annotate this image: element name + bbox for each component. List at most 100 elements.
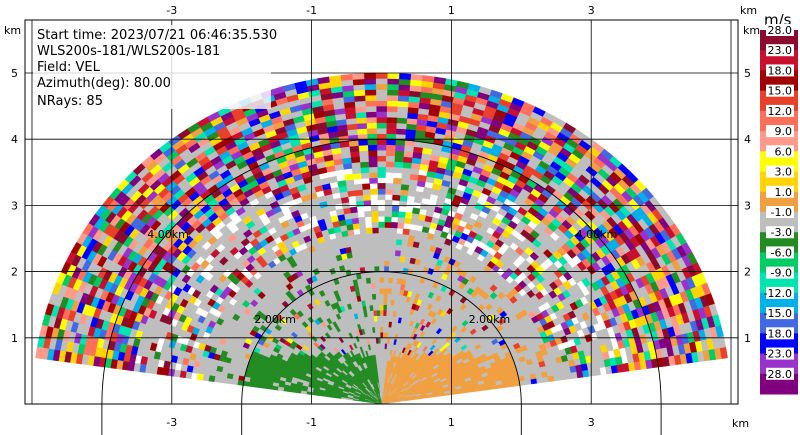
radar-gate-cell <box>390 232 397 240</box>
radar-gate-cell <box>383 249 390 256</box>
radar-gate-cell <box>397 89 410 97</box>
colorbar-label: 9.0 <box>775 125 793 138</box>
radar-gate-cell <box>355 117 367 124</box>
radar-gate-cell <box>383 293 388 300</box>
radar-gate-cell <box>399 255 406 263</box>
radar-gate-cell <box>371 221 379 228</box>
radar-gate-cell <box>387 282 393 289</box>
y-tick-label-left: 2 <box>11 266 18 279</box>
radar-gate-cell <box>376 111 387 118</box>
radar-gate-cell <box>382 321 387 328</box>
radar-gate-cell <box>365 116 377 124</box>
radar-gate-cell <box>370 210 379 217</box>
radar-gate-cell <box>401 239 409 247</box>
radar-gate-cell <box>376 127 387 134</box>
radar-gate-cell <box>379 332 384 338</box>
radar-gate-cell <box>375 298 380 306</box>
y-tick-label-right: 5 <box>744 67 751 80</box>
radar-gate-cell <box>367 144 378 151</box>
radar-gate-cell <box>384 221 392 228</box>
radar-gate-cell <box>364 89 377 96</box>
radar-gate-cell <box>360 238 368 246</box>
radar-gate-cell <box>340 73 353 81</box>
radar-gate-cell <box>412 207 421 215</box>
info-box: Start time: 2023/07/21 06:46:35.530 WLS2… <box>33 25 277 109</box>
x-tick-label-top: -1 <box>306 4 317 17</box>
radar-gate-cell <box>368 172 378 179</box>
radar-gate-cell <box>398 261 405 268</box>
radar-gate-cell <box>388 260 395 267</box>
x-tick-label-bottom: 3 <box>588 416 595 429</box>
range-ring-label: 4.00km <box>576 228 618 241</box>
radar-gate-cell <box>390 293 396 301</box>
radar-gate-cell <box>365 100 377 107</box>
y-tick-label-left: 1 <box>11 332 18 345</box>
radar-gate-cell <box>351 167 362 175</box>
radar-gate-cell <box>376 149 387 157</box>
radar-gate-cell <box>373 254 380 261</box>
range-ring-label: 2.00km <box>254 313 296 326</box>
radar-gate-cell <box>391 210 399 218</box>
radar-gate-cell <box>383 282 389 289</box>
radar-gate-cell <box>385 161 395 168</box>
radar-gate-cell <box>382 343 385 350</box>
radar-gate-cell <box>419 203 429 211</box>
radar-gate-cell <box>355 200 365 208</box>
radar-gate-cell <box>367 249 374 256</box>
radar-gate-cell <box>393 255 401 262</box>
radar-gate-cell <box>378 254 385 261</box>
radar-gate-cell <box>392 188 401 196</box>
radar-gate-cell <box>354 100 366 108</box>
radar-gate-cell <box>398 73 412 80</box>
radar-gate-cell <box>356 128 368 135</box>
radar-gate-cell <box>357 255 364 263</box>
radar-gate-cell <box>225 378 233 385</box>
radar-gate-cell <box>277 386 285 392</box>
radar-gate-cell <box>385 166 395 173</box>
radar-gate-cell <box>366 133 378 140</box>
radar-gate-cell <box>364 94 377 102</box>
radar-gate-cell <box>375 89 388 96</box>
radar-gate-cell <box>394 244 402 251</box>
radar-gate-cell <box>371 216 379 223</box>
radar-gate-cell <box>397 95 410 102</box>
radar-gate-cell <box>388 271 394 278</box>
radar-gate-cell <box>405 245 413 253</box>
radar-gate-cell <box>375 293 380 300</box>
radar-gate-cell <box>357 216 366 224</box>
radar-gate-cell <box>288 204 299 213</box>
radar-gate-cell <box>368 155 378 162</box>
radar-gate-cell <box>365 105 377 113</box>
radar-gate-cell <box>386 122 397 129</box>
radar-gate-cell <box>376 161 387 168</box>
radar-gate-cell <box>397 266 404 274</box>
radar-gate-cell <box>396 222 405 229</box>
radar-gate-cell <box>361 183 371 190</box>
y-tick-label-left: 4 <box>11 133 18 146</box>
radar-gate-cell <box>376 122 387 129</box>
radar-gate-cell <box>386 78 400 85</box>
colorbar-label: 12.0 <box>768 105 793 118</box>
radar-gate-cell <box>378 238 385 245</box>
radar-gate-cell <box>378 227 385 234</box>
radar-gate-cell <box>377 166 386 173</box>
radar-gate-cell <box>397 211 406 218</box>
radar-gate-cell <box>376 144 387 151</box>
radar-gate-cell <box>378 243 385 250</box>
radar-gate-cell <box>375 100 388 107</box>
radar-gate-cell <box>474 245 484 255</box>
radar-gate-cell <box>271 385 279 391</box>
colorbar-label: 28.0 <box>768 24 793 37</box>
radar-gate-cell <box>395 122 407 130</box>
radar-gate-cell <box>260 383 267 389</box>
radar-gate-cell <box>393 161 404 168</box>
radar-gate-cell <box>384 188 394 195</box>
radar-gate-cell <box>393 177 402 185</box>
radar-gate-cell <box>373 265 380 273</box>
radar-gate-cell <box>386 105 398 113</box>
radar-gate-cell <box>384 232 391 239</box>
radar-gate-cell <box>349 145 360 153</box>
radar-gate-cell <box>372 238 379 245</box>
radar-gate-cell <box>377 188 386 195</box>
radar-gate-cell <box>385 321 390 328</box>
